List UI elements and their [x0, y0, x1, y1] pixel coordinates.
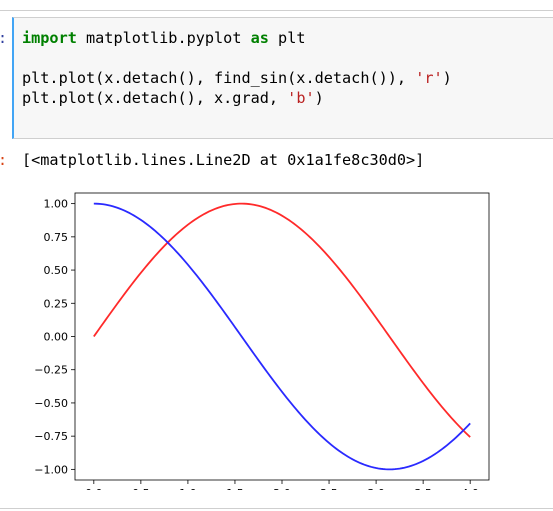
code-token: ) [314, 89, 324, 107]
y-tick-label: 0.25 [44, 297, 69, 310]
bottom-divider [0, 508, 553, 509]
code-token: plt.plot(x.detach(), find_sin(x.detach()… [22, 69, 416, 87]
y-tick-label: 0.75 [44, 231, 69, 244]
output-text: [<matplotlib.lines.Line2D at 0x1a1fe8c30… [22, 151, 425, 169]
y-tick-label: 1.00 [44, 198, 69, 211]
y-tick-label: −0.50 [34, 397, 68, 410]
y-tick-label: 0.00 [44, 331, 69, 344]
code-editor[interactable]: import matplotlib.pyplot as plt plt.plot… [22, 28, 452, 108]
code-token: matplotlib.pyplot [76, 29, 251, 47]
x-tick-label: 1.0 [179, 487, 197, 490]
code-token: import [22, 29, 77, 47]
x-tick-label: 1.5 [226, 487, 244, 490]
code-cell-input[interactable] [12, 17, 553, 139]
x-tick-label: 2.5 [320, 487, 338, 490]
y-tick-label: −0.25 [34, 364, 68, 377]
series-line-cos [93, 202, 471, 471]
x-tick-label: 0.5 [132, 487, 150, 490]
code-token: plt.plot(x.detach(), x.grad, [22, 89, 288, 107]
y-tick-label: −1.00 [34, 463, 68, 476]
code-token: as [250, 29, 269, 47]
code-token: plt [268, 29, 306, 47]
y-tick-label: −0.75 [34, 430, 68, 443]
plot-frame [74, 192, 490, 481]
x-tick-label: 0.0 [85, 487, 103, 490]
x-tick-label: 3.0 [367, 487, 385, 490]
y-tick-label: 0.50 [44, 264, 69, 277]
series-line-sin [93, 202, 471, 438]
top-divider [0, 10, 553, 11]
line-plot: 0.0 0.5 1.0 1.5 2.0 2.5 3.0 3.5 4.0 1.00 0.75 0.50 0… [34, 192, 490, 490]
output-prompt: : [0, 150, 7, 170]
code-token: ) [442, 69, 452, 87]
x-tick-label: 2.0 [273, 487, 291, 490]
input-prompt: : [0, 28, 7, 48]
x-tick-label: 3.5 [414, 487, 432, 490]
x-tick-label: 4.0 [461, 487, 479, 490]
code-token: 'r' [415, 69, 443, 87]
code-token: 'b' [287, 89, 315, 107]
